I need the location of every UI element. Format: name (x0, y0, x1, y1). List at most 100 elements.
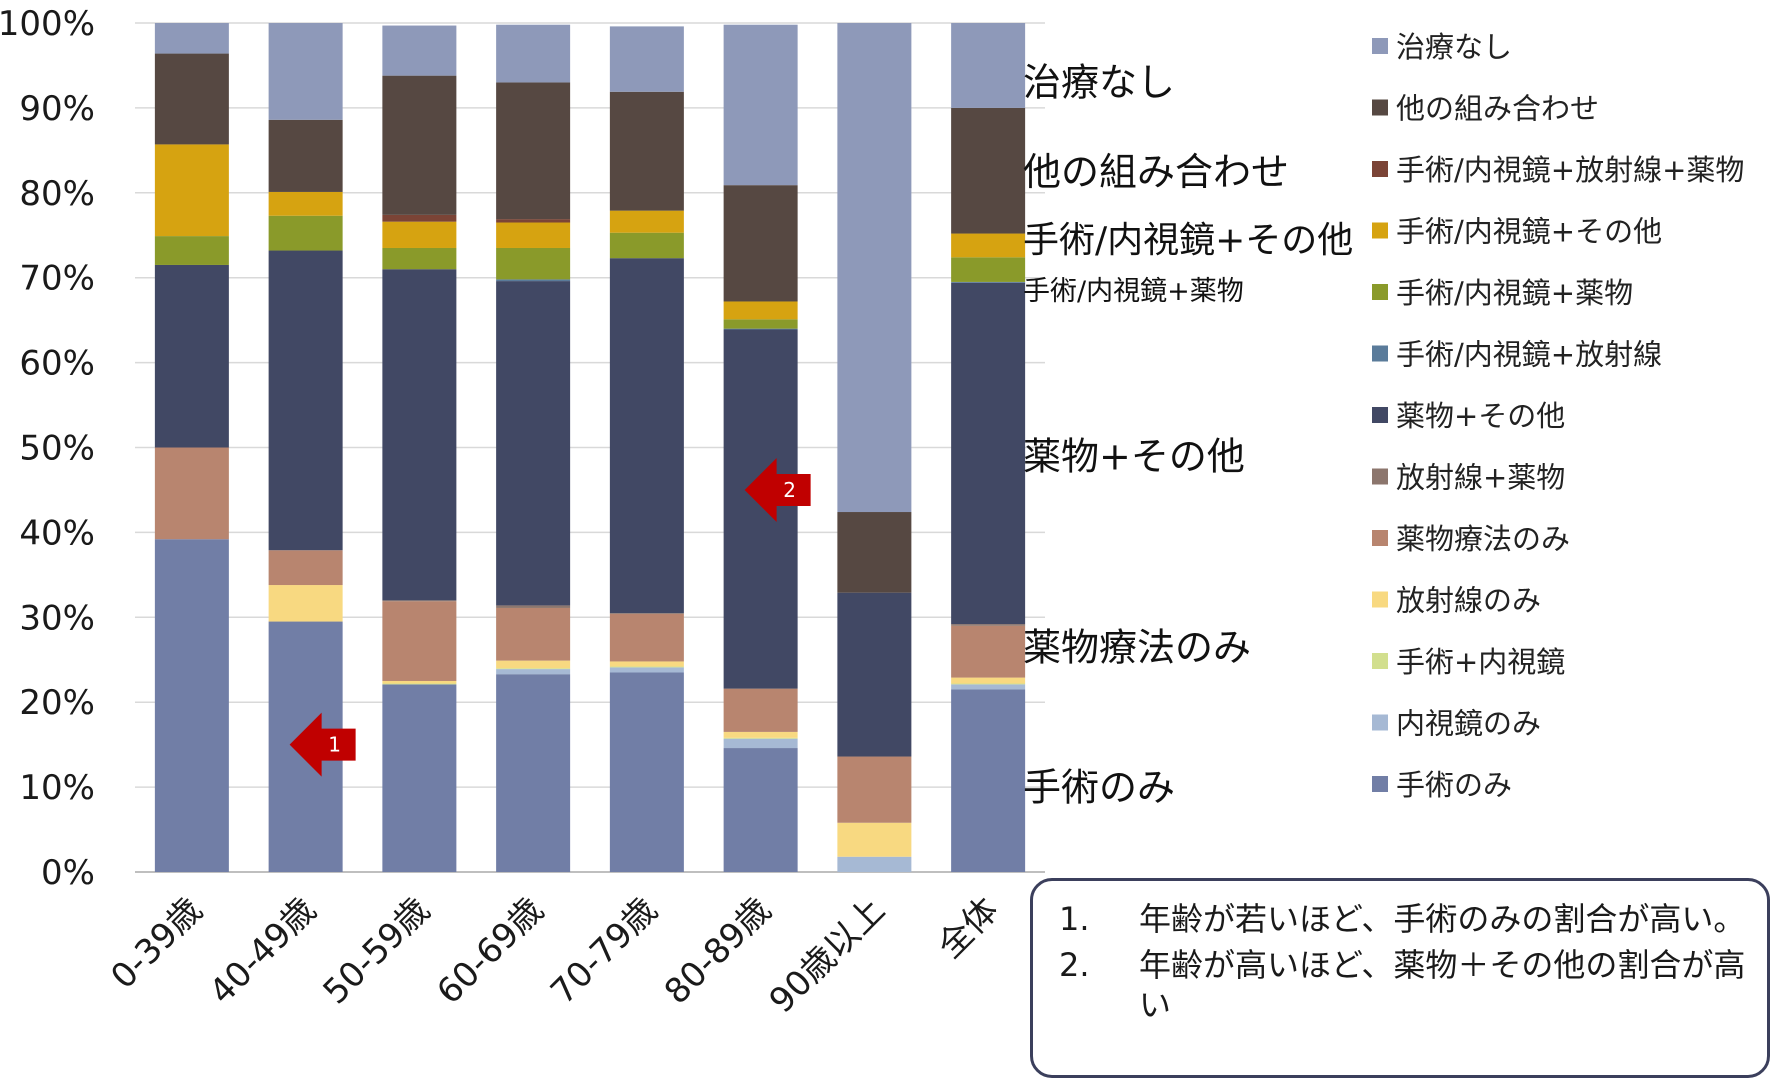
bar-segment (382, 683, 457, 685)
legend-swatch (1372, 161, 1388, 177)
legend-item: 薬物+その他 (1396, 399, 1565, 433)
bar-segment (496, 222, 571, 248)
bar-segment (268, 119, 343, 192)
bar-segment (268, 23, 343, 120)
bar-segment (268, 191, 343, 216)
legend: 治療なし他の組み合わせ手術/内視鏡+放射線+薬物手術/内視鏡+その他手術/内視鏡… (1372, 30, 1744, 802)
bar-segment (951, 624, 1026, 626)
bar-segment (609, 672, 684, 872)
bar-segment (154, 236, 229, 265)
arrow-shape (744, 457, 811, 522)
bar-segment (609, 26, 684, 92)
note-item: 1. 年齢が若いほど、手術のみの割合が高い。 (1059, 899, 1749, 939)
bar-segment (496, 668, 571, 670)
y-tick-label: 60% (19, 344, 95, 384)
bar-segment (837, 856, 912, 872)
bar-segment (723, 748, 798, 872)
bar-segment (268, 215, 343, 251)
bar-segment (609, 666, 684, 668)
bar-segment (951, 233, 1026, 258)
legend-item: 内視鏡のみ (1396, 707, 1541, 741)
stacked-bar-chart: 0% 10% 20% 30% 40% 50% 60% 70% 80% 90% 100% 0-39歳4… (0, 4, 1744, 1021)
bars (154, 23, 1026, 872)
legend-swatch (1372, 591, 1388, 608)
note-number: 1. (1059, 900, 1090, 938)
legend-item: 手術/内視鏡+放射線 (1396, 338, 1662, 372)
bar-segment (723, 24, 798, 186)
bar-segment (609, 613, 684, 662)
legend-item: 手術/内視鏡+放射線+薬物 (1396, 153, 1744, 187)
bar-segment (496, 669, 571, 675)
y-tick-label: 10% (19, 768, 95, 808)
x-tick-label: 40-49歳 (202, 890, 324, 1012)
arrow-label: 1 (328, 733, 341, 757)
x-tick-label: 全体 (930, 890, 1006, 966)
y-axis-tick-labels: 0% 10% 20% 30% 40% 50% 60% 70% 80% 90% 100% (0, 4, 95, 893)
bar-segment (951, 625, 1026, 678)
y-tick-label: 20% (19, 683, 95, 723)
notes-box: 1. 年齢が若いほど、手術のみの割合が高い。 2. 年齢が高いほど、薬物＋その他… (1030, 878, 1770, 1078)
legend-swatch (1372, 776, 1388, 792)
legend-swatch (1372, 407, 1388, 423)
bar-segment (609, 661, 684, 667)
inline-series-label: 薬物+その他 (1023, 434, 1245, 478)
inline-series-label: 手術/内視鏡+薬物 (1023, 276, 1244, 307)
bar-segment (382, 269, 457, 601)
inline-series-labels: 治療なし他の組み合わせ手術/内視鏡+その他手術/内視鏡+薬物薬物+その他薬物療法… (1023, 61, 1353, 810)
bar-segment (609, 613, 684, 614)
bar-segment (609, 91, 684, 211)
legend-swatch (1372, 38, 1388, 54)
bar-segment (268, 585, 343, 622)
bar-segment (382, 601, 457, 681)
bar-segment (382, 684, 457, 872)
bar-segment (496, 279, 571, 282)
bar-segment (951, 257, 1026, 282)
bar-segment (609, 210, 684, 233)
legend-swatch (1372, 222, 1388, 239)
bar-segment (382, 75, 457, 215)
bar-segment (154, 53, 229, 145)
bar-segment (951, 689, 1026, 872)
legend-swatch (1372, 284, 1388, 300)
annotation-arrows: 12 (289, 457, 811, 777)
bar-segment (496, 674, 571, 872)
note-text: 年齢が若いほど、手術のみの割合が高い。 (1139, 900, 1746, 938)
bar-segment (951, 683, 1026, 685)
annotation-arrow: 1 (289, 712, 356, 777)
x-tick-label: 60-69歳 (429, 890, 551, 1012)
bar-segment (496, 219, 571, 223)
arrow-shape (289, 712, 356, 777)
bar-segment (837, 512, 912, 593)
note-number: 2. (1059, 946, 1090, 984)
y-tick-label: 0% (41, 853, 95, 893)
bar-segment (382, 247, 457, 270)
bar-segment (723, 738, 798, 749)
bar-segment (382, 214, 457, 222)
y-tick-label: 80% (19, 174, 95, 214)
bar-segment (154, 144, 229, 237)
bar-segment (609, 232, 684, 259)
bar-segment (609, 667, 684, 673)
bar-segment (382, 25, 457, 76)
bar-segment (496, 607, 571, 661)
y-tick-label: 100% (0, 4, 95, 44)
bar-segment (723, 185, 798, 302)
bar-segment (723, 737, 798, 739)
bar-segment (496, 247, 571, 280)
bar-segment (154, 23, 229, 54)
bar-segment (951, 677, 1026, 684)
inline-series-label: 薬物療法のみ (1023, 625, 1251, 669)
bar-segment (837, 23, 912, 513)
bar-segment (723, 688, 798, 732)
inline-series-label: 手術/内視鏡+その他 (1023, 220, 1353, 261)
x-tick-label: 0-39歳 (103, 890, 210, 997)
note-item: 2. 年齢が高いほど、薬物＋その他の割合が高い (1059, 945, 1749, 1025)
y-tick-label: 70% (19, 259, 95, 299)
bar-segment (268, 250, 343, 551)
bar-segment (154, 264, 229, 448)
y-tick-label: 40% (19, 513, 95, 553)
inline-series-label: 治療なし (1023, 61, 1175, 105)
y-tick-label: 90% (19, 89, 95, 129)
x-tick-label: 90歳以上 (762, 890, 893, 1021)
x-tick-label: 70-79歳 (543, 890, 665, 1012)
